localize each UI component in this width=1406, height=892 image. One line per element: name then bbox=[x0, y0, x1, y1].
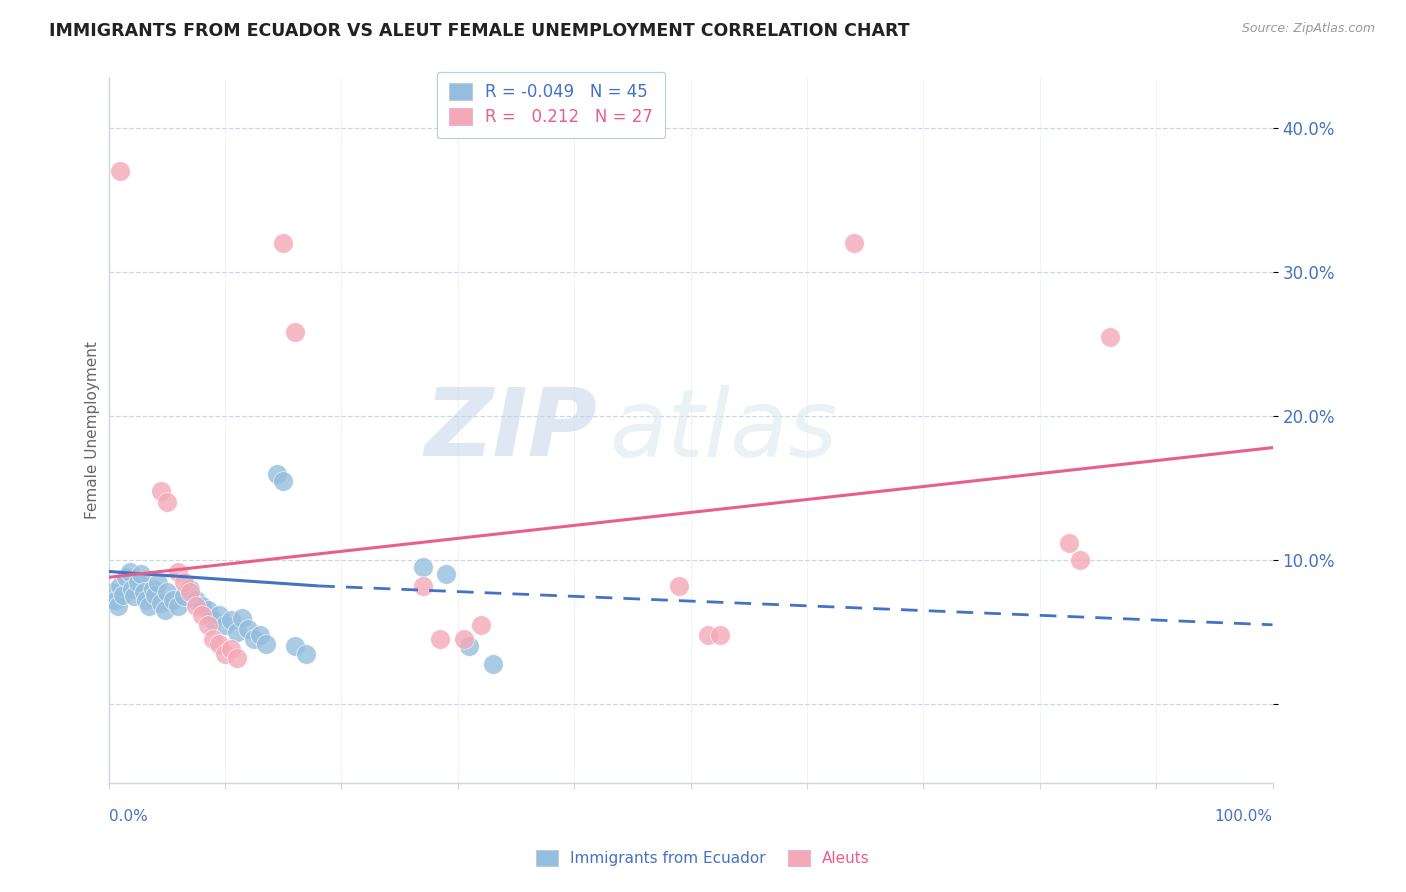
Point bbox=[458, 640, 481, 654]
Text: 100.0%: 100.0% bbox=[1215, 809, 1272, 824]
Legend: R = -0.049   N = 45, R =   0.212   N = 27: R = -0.049 N = 45, R = 0.212 N = 27 bbox=[437, 71, 665, 138]
Point bbox=[668, 579, 690, 593]
Point bbox=[150, 483, 173, 498]
Point bbox=[243, 632, 266, 647]
Point bbox=[132, 584, 155, 599]
Point bbox=[110, 579, 132, 593]
Point bbox=[284, 640, 307, 654]
Point bbox=[225, 625, 247, 640]
Point bbox=[173, 589, 195, 603]
Text: IMMIGRANTS FROM ECUADOR VS ALEUT FEMALE UNEMPLOYMENT CORRELATION CHART: IMMIGRANTS FROM ECUADOR VS ALEUT FEMALE … bbox=[49, 22, 910, 40]
Point bbox=[208, 636, 231, 650]
Point bbox=[214, 647, 236, 661]
Point bbox=[842, 236, 865, 251]
Point bbox=[271, 236, 294, 251]
Point bbox=[179, 582, 201, 596]
Point bbox=[184, 593, 207, 607]
Text: 0.0%: 0.0% bbox=[108, 809, 148, 824]
Point bbox=[167, 599, 190, 613]
Y-axis label: Female Unemployment: Female Unemployment bbox=[86, 342, 100, 519]
Point bbox=[104, 593, 127, 607]
Point bbox=[295, 647, 318, 661]
Point bbox=[453, 632, 475, 647]
Point bbox=[122, 589, 145, 603]
Point bbox=[214, 617, 236, 632]
Point bbox=[208, 607, 231, 622]
Point bbox=[101, 584, 124, 599]
Point bbox=[709, 628, 731, 642]
Point bbox=[219, 642, 242, 657]
Point bbox=[225, 651, 247, 665]
Point bbox=[412, 579, 434, 593]
Legend: Immigrants from Ecuador, Aleuts: Immigrants from Ecuador, Aleuts bbox=[527, 841, 879, 875]
Point bbox=[1057, 535, 1080, 549]
Point bbox=[118, 565, 141, 579]
Point bbox=[146, 576, 169, 591]
Text: atlas: atlas bbox=[609, 384, 838, 475]
Point bbox=[135, 593, 157, 607]
Point bbox=[179, 584, 201, 599]
Point bbox=[190, 599, 212, 613]
Point bbox=[284, 326, 307, 340]
Point bbox=[429, 632, 451, 647]
Point bbox=[167, 565, 190, 579]
Point bbox=[111, 588, 134, 602]
Point bbox=[197, 617, 219, 632]
Point bbox=[107, 599, 129, 613]
Point bbox=[249, 628, 271, 642]
Point bbox=[202, 632, 225, 647]
Point bbox=[271, 474, 294, 488]
Point bbox=[254, 636, 277, 650]
Point bbox=[156, 495, 179, 509]
Point bbox=[697, 628, 720, 642]
Point bbox=[173, 574, 195, 589]
Point bbox=[481, 657, 503, 671]
Point bbox=[1098, 329, 1121, 343]
Point bbox=[110, 164, 132, 178]
Point bbox=[162, 593, 184, 607]
Point bbox=[153, 603, 176, 617]
Point bbox=[1069, 553, 1091, 567]
Point bbox=[150, 596, 173, 610]
Point bbox=[129, 567, 152, 582]
Point bbox=[127, 574, 149, 589]
Point bbox=[434, 567, 457, 582]
Text: ZIP: ZIP bbox=[425, 384, 598, 476]
Point bbox=[470, 617, 492, 632]
Point bbox=[231, 610, 253, 624]
Point bbox=[156, 584, 179, 599]
Point bbox=[142, 582, 165, 596]
Point bbox=[219, 614, 242, 628]
Point bbox=[138, 599, 160, 613]
Point bbox=[115, 570, 138, 584]
Text: Source: ZipAtlas.com: Source: ZipAtlas.com bbox=[1241, 22, 1375, 36]
Point bbox=[197, 603, 219, 617]
Point bbox=[266, 467, 288, 481]
Point bbox=[143, 588, 166, 602]
Point bbox=[412, 560, 434, 574]
Point bbox=[202, 614, 225, 628]
Point bbox=[121, 582, 143, 596]
Point bbox=[238, 622, 260, 636]
Point bbox=[184, 599, 207, 613]
Point bbox=[190, 607, 212, 622]
